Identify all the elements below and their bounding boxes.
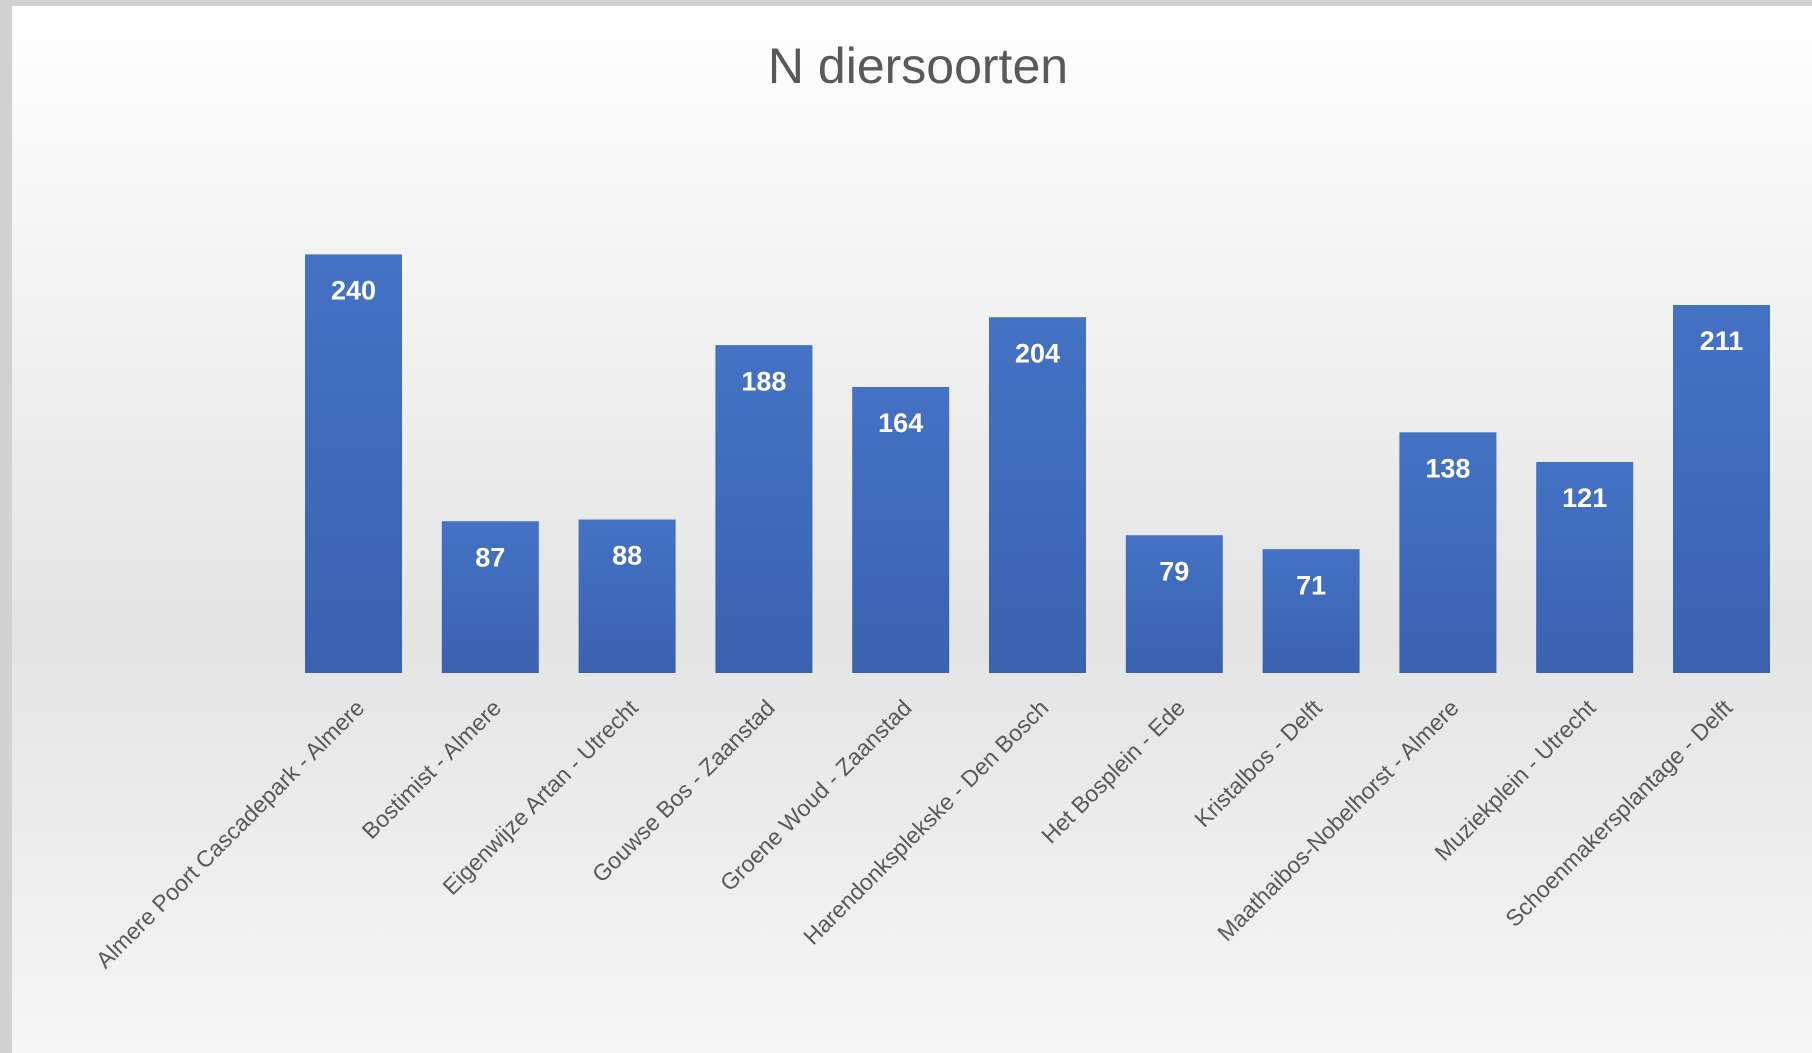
bar xyxy=(1125,535,1223,673)
chart-title: N diersoorten xyxy=(768,38,1068,94)
bar xyxy=(1399,432,1497,673)
data-label: 88 xyxy=(612,541,642,571)
bar xyxy=(441,521,539,673)
data-label: 240 xyxy=(331,276,376,306)
bar xyxy=(1536,461,1634,673)
data-label: 87 xyxy=(475,542,505,572)
bar xyxy=(852,386,950,673)
data-label: 121 xyxy=(1562,483,1607,513)
bar xyxy=(578,519,676,673)
bar xyxy=(1673,305,1770,673)
bar xyxy=(715,345,813,673)
data-label: 204 xyxy=(1015,338,1060,368)
data-label: 188 xyxy=(741,366,786,396)
data-label: 138 xyxy=(1425,453,1470,483)
bar xyxy=(305,254,402,673)
data-label: 79 xyxy=(1159,556,1189,586)
data-label: 71 xyxy=(1296,570,1326,600)
bar xyxy=(1262,549,1360,673)
bar xyxy=(989,317,1086,673)
data-label: 164 xyxy=(878,408,923,438)
data-label: 211 xyxy=(1700,326,1744,356)
